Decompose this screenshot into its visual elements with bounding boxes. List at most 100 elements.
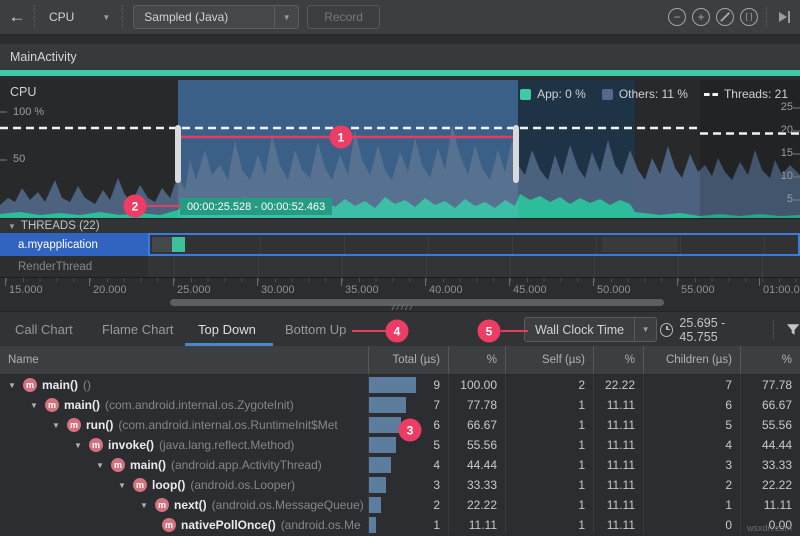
method-name: next() (174, 498, 207, 512)
table-row[interactable]: ▼ m loop() (android.os.Looper) 3 33.33 1… (0, 475, 800, 495)
profiler-type-dropdown[interactable]: CPU ▼ (35, 0, 122, 34)
thread-name: RenderThread (18, 260, 93, 273)
zoom-controls: − + [ ] (668, 7, 800, 27)
expand-arrow-icon[interactable]: ▼ (8, 380, 16, 390)
total-value: 9 (433, 378, 440, 392)
thread-activity-track[interactable] (148, 256, 800, 277)
table-body: ▼ m main() () 9 100.00 2 22.22 7 77.78 ▼… (0, 375, 800, 535)
callout-2-badge: 2 (123, 194, 147, 218)
pane-resize-grip[interactable] (390, 304, 412, 310)
attach-to-live-icon[interactable] (779, 11, 790, 23)
thread-row-renderthread[interactable]: RenderThread (0, 256, 800, 277)
chart-tail-region (700, 80, 800, 218)
zoom-in-icon[interactable]: + (692, 8, 710, 26)
method-name: main() (130, 458, 166, 472)
total-bar (369, 437, 396, 453)
filter-icon[interactable] (786, 323, 800, 337)
children-value: 6 (643, 395, 740, 415)
threads-dash-icon (703, 92, 718, 96)
thread-row-myapplication[interactable]: a.myapplication (0, 233, 800, 256)
collapse-arrow-icon[interactable]: ▼ (8, 221, 16, 231)
watermark: wsxdn.com (746, 523, 792, 533)
col-self[interactable]: Self (µs) (505, 346, 593, 374)
total-cell: 7 (368, 395, 448, 415)
table-row[interactable]: ▼ m run() (com.android.internal.os.Runti… (0, 415, 800, 435)
children-pct-value: 66.67 (740, 395, 800, 415)
col-name[interactable]: Name (8, 354, 39, 366)
threads-axis-5: 5 (786, 193, 793, 205)
threads-axis-25: 25 (780, 101, 793, 113)
back-button[interactable]: ← (8, 7, 26, 26)
tab-flame-chart[interactable]: Flame Chart (102, 321, 174, 337)
col-children[interactable]: Children (µs) (643, 346, 740, 374)
expand-arrow-icon[interactable]: ▼ (96, 460, 104, 470)
method-name: main() (64, 398, 100, 412)
total-cell: 5 (368, 435, 448, 455)
selection-handle-left[interactable] (175, 125, 181, 183)
top-down-table: Name Total (µs) % Self (µs) % Children (… (0, 346, 800, 536)
tab-call-chart[interactable]: Call Chart (15, 321, 73, 337)
table-row[interactable]: m nativePollOnce() (android.os.Me 1 11.1… (0, 515, 800, 535)
method-cell: ▼ m main() (com.android.internal.os.Zygo… (0, 395, 368, 415)
expand-arrow-icon[interactable]: ▼ (74, 440, 82, 450)
ruler-tick-label: 35.000 (341, 278, 379, 296)
table-row[interactable]: ▼ m main() (android.app.ActivityThread) … (0, 455, 800, 475)
method-package: (android.os.MessageQueue) (211, 498, 364, 512)
tab-top-down[interactable]: Top Down (198, 321, 256, 337)
method-package: (com.android.internal.os.ZygoteInit) (105, 398, 294, 412)
expand-arrow-icon[interactable]: ▼ (140, 500, 148, 510)
cpu-usage-chart[interactable]: CPU App: 0 % Others: 11 % Threads: 21 10… (0, 80, 800, 218)
toolbar-separator (34, 5, 35, 29)
method-icon: m (162, 518, 176, 532)
timeline-scrollbar[interactable] (170, 299, 664, 306)
threads-section-header[interactable]: ▼ THREADS (22) (0, 218, 800, 233)
table-header: Name Total (µs) % Self (µs) % Children (… (0, 346, 800, 375)
tab-bottom-up[interactable]: Bottom Up (285, 321, 347, 337)
ruler-tick-label: 30.000 (257, 278, 295, 296)
reset-zoom-icon[interactable] (716, 8, 734, 26)
children-value: 1 (643, 495, 740, 515)
toolbar-separator (122, 5, 124, 29)
legend-others-label: Others: 11 % (618, 87, 688, 101)
expand-arrow-icon[interactable]: ▼ (30, 400, 38, 410)
legend-threads: Threads: 21 (703, 87, 788, 101)
col-total[interactable]: Total (µs) (368, 346, 448, 374)
table-row[interactable]: ▼ m main() (com.android.internal.os.Zygo… (0, 395, 800, 415)
expand-arrow-icon[interactable]: ▼ (118, 480, 126, 490)
expand-arrow-icon[interactable]: ▼ (52, 420, 60, 430)
record-button[interactable]: Record (307, 5, 380, 29)
callout-4-line (352, 330, 386, 332)
zoom-out-icon[interactable]: − (668, 8, 686, 26)
thread-activity-track[interactable] (148, 233, 800, 256)
method-package: (android.app.ActivityThread) (171, 458, 322, 472)
legend-threads-label: Threads: 21 (723, 87, 788, 101)
selection-handle-right[interactable] (513, 125, 519, 183)
y-axis-50-label: 50 (13, 153, 26, 165)
recording-config-dropdown[interactable]: Sampled (Java) ▼ (133, 5, 300, 29)
ruler-tick-label: 45.000 (509, 278, 547, 296)
col-self-pct[interactable]: % (593, 346, 643, 374)
chevron-down-icon: ▼ (634, 318, 656, 341)
col-children-pct[interactable]: % (740, 346, 800, 374)
table-row[interactable]: ▼ m next() (android.os.MessageQueue) 2 2… (0, 495, 800, 515)
col-total-pct[interactable]: % (448, 346, 505, 374)
zoom-to-selection-icon[interactable]: [ ] (740, 8, 758, 26)
ruler-tick-label: 50.000 (593, 278, 631, 296)
table-row[interactable]: ▼ m main() () 9 100.00 2 22.22 7 77.78 (0, 375, 800, 395)
activity-lifecycle-bar (0, 70, 800, 76)
method-icon: m (45, 398, 59, 412)
toolbar-separator (766, 7, 767, 27)
self-pct-value: 11.11 (593, 515, 643, 535)
total-bar (369, 457, 391, 473)
total-bar (369, 497, 381, 513)
children-pct-value: 22.22 (740, 475, 800, 495)
cpu-legend: App: 0 % Others: 11 % Threads: 21 (514, 85, 794, 103)
threads-axis-20: 20 (780, 124, 793, 136)
table-row[interactable]: ▼ m invoke() (java.lang.reflect.Method) … (0, 435, 800, 455)
clock-mode-dropdown[interactable]: Wall Clock Time ▼ (524, 317, 658, 342)
toolbar-separator (772, 320, 774, 339)
method-package: (com.android.internal.os.RuntimeInit$Met (118, 418, 338, 432)
method-package: () (83, 378, 91, 392)
time-ruler[interactable]: 15.000 20.000 25.000 30.000 35.000 40.00… (0, 277, 800, 298)
